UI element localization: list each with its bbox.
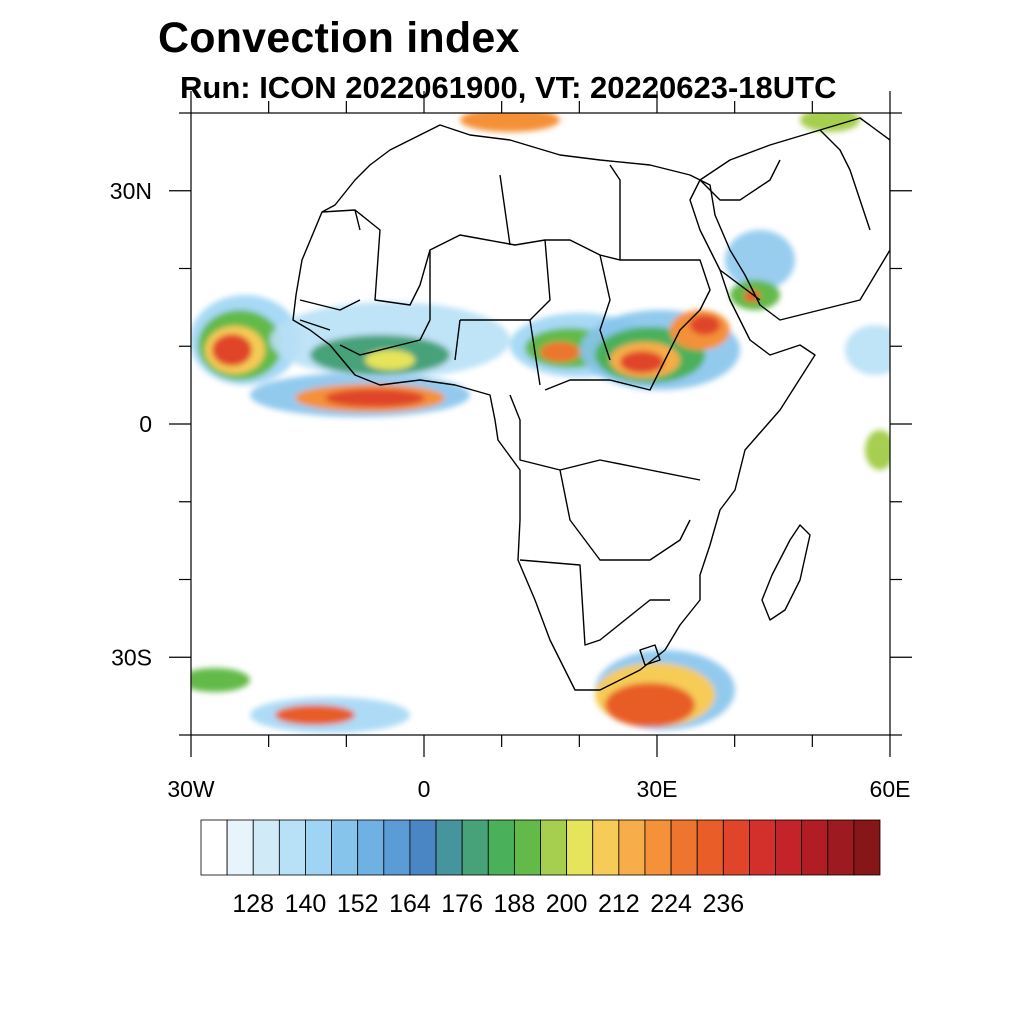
colorbar-swatch [383, 819, 411, 876]
colorbar-label: 152 [337, 890, 379, 918]
coastlines-borders [292, 117, 890, 691]
colorbar-swatch [618, 819, 646, 876]
colorbar-label: 164 [389, 890, 431, 918]
plot-area [191, 113, 890, 735]
lon-tick-label: 0 [418, 776, 431, 802]
colorbar-swatch [200, 819, 228, 876]
lat-tick-label: 30S [111, 644, 152, 670]
colorbar-swatch [592, 819, 620, 876]
colorbar-swatch [252, 819, 280, 876]
colorbar-label: 128 [232, 890, 274, 918]
lat-tick-label: 30N [110, 178, 152, 204]
lon-tick-label: 60E [870, 776, 911, 802]
axis-ticks [169, 91, 912, 757]
colorbar-swatch [357, 819, 385, 876]
colorbar-swatch [513, 819, 541, 876]
colorbar-swatch [435, 819, 463, 876]
lat-tick-label: 0 [139, 411, 152, 437]
colorbar-swatch [540, 819, 568, 876]
colorbar-swatch [827, 819, 855, 876]
lon-tick-label: 30E [637, 776, 678, 802]
colorbar-swatch [670, 819, 698, 876]
axis-labels: 30W 0 30E 60E 30N 0 30S [110, 178, 911, 802]
colorbar-swatch [696, 819, 724, 876]
colorbar-swatch [278, 819, 306, 876]
colorbar-swatch [644, 819, 672, 876]
chart-title: Convection index [158, 14, 520, 62]
colorbar-label: 140 [285, 890, 327, 918]
convection-field [191, 113, 890, 733]
colorbar-label: 236 [702, 890, 744, 918]
colorbar-label: 188 [494, 890, 536, 918]
colorbar-swatch [487, 819, 515, 876]
colorbar-label: 200 [546, 890, 588, 918]
colorbar-label: 176 [441, 890, 483, 918]
colorbar-swatch [749, 819, 776, 876]
colorbar-swatch [331, 819, 359, 876]
colorbar-swatch [566, 819, 594, 876]
colorbar-label: 212 [598, 890, 640, 918]
colorbar-swatch [853, 819, 881, 876]
colorbar-swatch [722, 819, 750, 876]
colorbar-swatch [226, 819, 254, 876]
colorbar-swatch [409, 819, 437, 876]
colorbar: 128 140 152 164 176 188 200 212 224 236 [200, 819, 881, 918]
chart-subtitle: Run: ICON 2022061900, VT: 20220623-18UTC [180, 70, 837, 105]
colorbar-label: 224 [650, 890, 692, 918]
lon-tick-label: 30W [167, 776, 215, 802]
colorbar-swatch [461, 819, 489, 876]
colorbar-swatch [801, 819, 829, 876]
colorbar-swatch [305, 819, 332, 876]
colorbar-swatch [775, 819, 803, 876]
